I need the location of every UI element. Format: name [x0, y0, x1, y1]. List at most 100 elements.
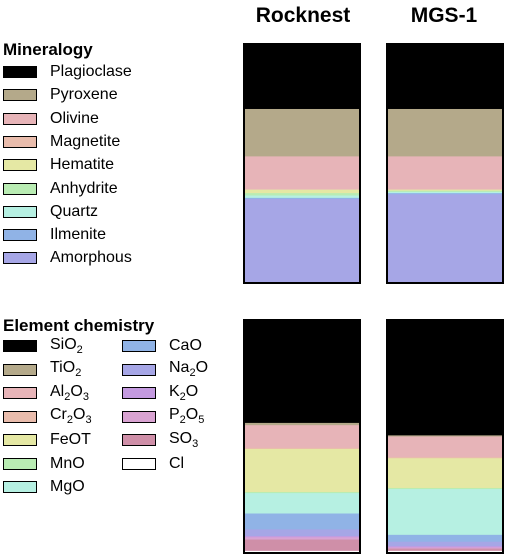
bar-segment-amorphous — [245, 199, 359, 283]
legend-label: Olivine — [50, 109, 99, 127]
bar-segment-amorphous — [388, 194, 502, 283]
legend-item: Hematite — [3, 155, 114, 175]
legend-swatch — [3, 159, 37, 172]
bar-segment-al2o3 — [388, 436, 502, 458]
bar-segment-cr2o3 — [388, 457, 502, 459]
legend-item: Cr2O3 — [3, 406, 92, 427]
bar-segment-ilmenite — [388, 193, 502, 195]
bar-segment-quartz — [388, 191, 502, 194]
legend-swatch — [3, 410, 37, 423]
legend-swatch — [122, 434, 156, 446]
legend-swatch — [3, 229, 37, 242]
bar-segment-cao — [245, 513, 359, 530]
bar-segment-so3 — [388, 548, 502, 552]
bar-segment-feot — [388, 458, 502, 489]
legend-label: Pyroxene — [50, 86, 118, 104]
bar-segment-anhydrite — [245, 193, 359, 196]
bar-segment-ilmenite — [245, 197, 359, 200]
legend-label: Amorphous — [50, 249, 132, 267]
legend-item: Plagioclase — [3, 62, 132, 82]
legend-label: Quartz — [50, 202, 99, 220]
legend-swatch — [3, 340, 37, 352]
legend-item: TiO2 — [3, 359, 82, 380]
bar-segment-pyroxene — [388, 108, 502, 157]
bar-segment-mno — [388, 487, 502, 490]
bar-segment-plagioclase — [245, 45, 359, 110]
legend-item: Quartz — [3, 202, 98, 222]
legend-label: Cr2O3 — [50, 406, 92, 427]
legend-swatch — [122, 410, 156, 423]
legend-item: MnO — [3, 454, 85, 474]
bar-segment-mgo — [388, 489, 502, 536]
legend-swatch — [3, 89, 37, 102]
legend-item: Al2O3 — [3, 383, 89, 403]
bar-segment-olivine — [245, 156, 359, 190]
legend-swatch — [3, 205, 37, 218]
bar-segment-al2o3 — [245, 425, 359, 449]
legend-item: P2O5 — [122, 406, 205, 427]
bar-frame — [386, 319, 504, 554]
mineralogy-section-title: Mineralogy — [3, 40, 93, 59]
legend-label: Ilmenite — [50, 226, 107, 244]
legend-swatch — [3, 182, 37, 195]
bar-segment-cl — [245, 550, 359, 553]
legend-label: Magnetite — [50, 132, 121, 150]
column-title-mgs1: MGS-1 — [410, 4, 478, 27]
bar-segment-olivine — [388, 156, 502, 190]
legend-label: FeOT — [50, 431, 91, 448]
legend-label: Na2O — [169, 359, 209, 380]
legend-item: FeOT — [3, 430, 91, 450]
bar-segment-cl — [388, 550, 502, 553]
bar-segment-p2o5 — [388, 547, 502, 549]
legend-item: SiO2 — [3, 336, 83, 356]
legend-swatch — [3, 457, 37, 470]
bar-segment-sio2 — [388, 321, 502, 436]
legend-swatch — [3, 481, 37, 493]
bar-segment-so3 — [245, 539, 359, 552]
chemistry-section-title: Element chemistry — [3, 316, 155, 335]
legend-swatch — [3, 135, 37, 148]
bar-segment-sio2 — [245, 321, 359, 424]
legend-swatch — [3, 387, 37, 399]
bar-segment-plagioclase — [388, 45, 502, 110]
legend-label: TiO2 — [50, 359, 82, 380]
legend-item: Cl — [122, 454, 184, 474]
legend-label: Anhydrite — [50, 179, 118, 197]
legend-swatch — [3, 252, 37, 265]
bar-frame — [243, 319, 361, 554]
legend-label: Hematite — [50, 156, 115, 174]
bar-segment-pyroxene — [245, 108, 359, 157]
bar-segment-hematite — [388, 189, 502, 192]
bar-segment-hematite — [245, 189, 359, 194]
legend-swatch — [3, 66, 37, 78]
legend-swatch — [122, 363, 156, 376]
legend-item: Amorphous — [3, 248, 132, 268]
legend-label: Plagioclase — [50, 63, 132, 80]
legend-item: K2O — [122, 383, 198, 403]
legend-swatch — [122, 340, 156, 352]
bar-segment-k2o — [388, 546, 502, 548]
bar-segment-cr2o3 — [245, 447, 359, 450]
bar-segment-feot — [245, 448, 359, 493]
legend-label: SiO2 — [50, 335, 83, 357]
legend-item: CaO — [122, 336, 202, 356]
legend-label: P2O5 — [169, 406, 205, 427]
bar-segment-na2o — [388, 541, 502, 547]
legend-item: Na2O — [122, 359, 209, 380]
bar-segment-p2o5 — [245, 537, 359, 540]
legend-label: Al2O3 — [50, 382, 89, 404]
legend-item: SO3 — [122, 430, 198, 450]
bar-segment-anhydrite — [388, 190, 502, 193]
legend-item: Olivine — [3, 109, 99, 129]
legend-item: Ilmenite — [3, 225, 106, 245]
legend-swatch — [122, 457, 156, 470]
legend-label: MnO — [50, 454, 85, 472]
bar-segment-mno — [245, 491, 359, 494]
legend-swatch — [3, 112, 37, 125]
bar-segment-na2o — [245, 529, 359, 537]
legend-swatch — [3, 363, 37, 376]
legend-swatch — [3, 434, 37, 446]
legend-item: Anhydrite — [3, 179, 118, 199]
bar-segment-quartz — [245, 195, 359, 199]
